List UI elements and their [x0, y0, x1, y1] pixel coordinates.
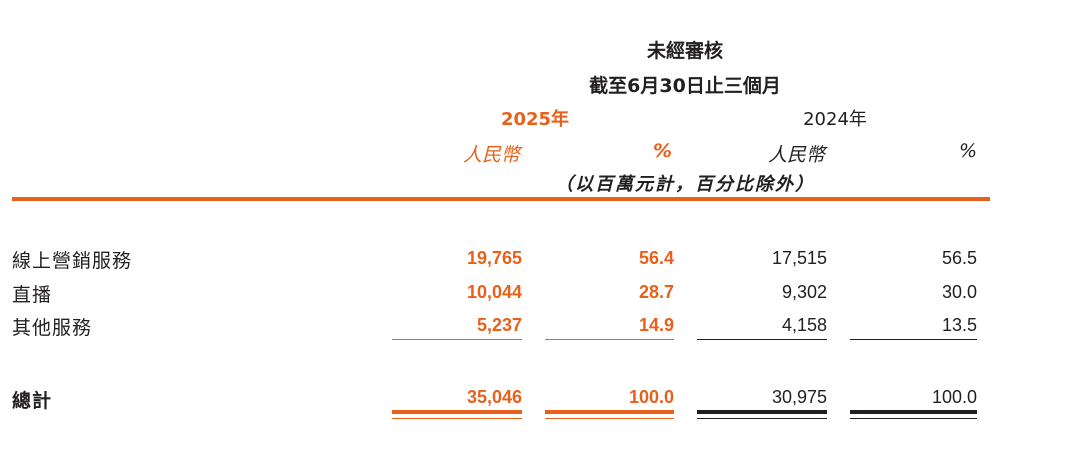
total-rule-thin-pct-2025 — [545, 418, 674, 419]
total-rmb-2024: 30,975 — [771, 387, 827, 407]
subtotal-rule-rmb-2024 — [697, 339, 827, 340]
total-rmb-2025: 35,046 — [466, 387, 522, 407]
header-divider — [12, 197, 990, 201]
unit-pct-prior: % — [958, 140, 977, 162]
cell-pct-2025: 28.7 — [638, 282, 674, 302]
cell-pct-2024: 56.5 — [941, 248, 977, 268]
total-rule-thin-rmb-2024 — [697, 418, 827, 419]
year-current-heading: 2025年 — [500, 109, 570, 130]
unit-note: （以百萬元計，百分比除外） — [555, 174, 815, 195]
cell-pct-2025: 14.9 — [638, 315, 674, 335]
audit-heading: 未經審核 — [646, 40, 723, 62]
subtotal-rule-rmb-2025 — [392, 339, 522, 340]
total-rule-thin-pct-2024 — [850, 418, 977, 419]
unit-pct-current: % — [652, 140, 672, 162]
period-heading: 截至6月30日止三個月 — [589, 75, 781, 97]
row-label-online-marketing: 線上營銷服務 — [12, 250, 133, 272]
year-prior-heading: 2024年 — [803, 109, 867, 130]
cell-rmb-2024: 4,158 — [781, 315, 827, 335]
cell-pct-2024: 30.0 — [941, 282, 977, 302]
total-rule-thick-pct-2025 — [545, 410, 674, 414]
unit-rmb-current: 人民幣 — [462, 144, 520, 166]
cell-rmb-2025: 10,044 — [466, 282, 522, 302]
cell-pct-2024: 13.5 — [941, 315, 977, 335]
unit-rmb-prior: 人民幣 — [767, 144, 825, 166]
total-rule-thick-rmb-2025 — [392, 410, 522, 414]
total-pct-2025: 100.0 — [628, 387, 674, 407]
total-pct-2024: 100.0 — [931, 387, 977, 407]
subtotal-rule-pct-2025 — [545, 339, 674, 340]
row-label-other-services: 其他服務 — [12, 317, 93, 339]
cell-rmb-2024: 9,302 — [781, 282, 827, 302]
total-rule-thick-rmb-2024 — [697, 410, 827, 414]
row-label-live-streaming: 直播 — [12, 284, 53, 306]
total-rule-thick-pct-2024 — [850, 410, 977, 414]
row-label-total: 總計 — [12, 390, 53, 412]
cell-rmb-2025: 19,765 — [466, 248, 522, 268]
subtotal-rule-pct-2024 — [850, 339, 977, 340]
cell-rmb-2024: 17,515 — [771, 248, 827, 268]
total-rule-thin-rmb-2025 — [392, 418, 522, 419]
cell-rmb-2025: 5,237 — [476, 315, 522, 335]
cell-pct-2025: 56.4 — [638, 248, 674, 268]
